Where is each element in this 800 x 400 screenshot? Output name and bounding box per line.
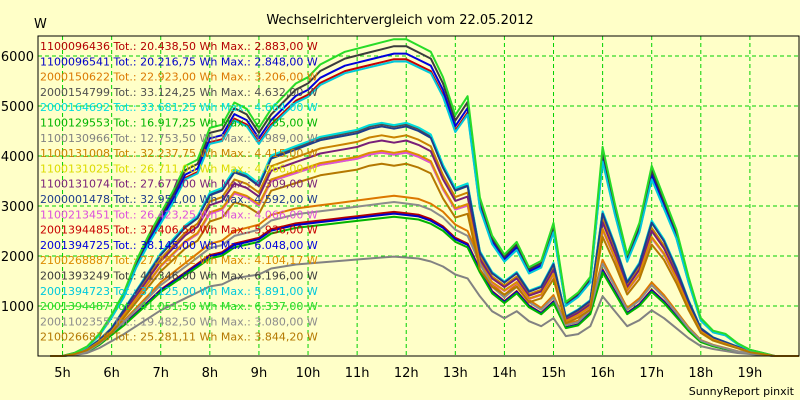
series-line [50, 201, 799, 357]
series-line [50, 215, 799, 357]
y-tick-label: 6000 [1, 50, 34, 65]
legend-entry: 1100129553 Tot.: 16.917,25 Wh Max.: 2.78… [40, 117, 318, 130]
x-tick-label: 12h [394, 366, 419, 381]
x-tick-label: 7h [152, 366, 169, 381]
x-tick-label: 6h [103, 366, 120, 381]
chart-title: Wechselrichtervergleich vom 22.05.2012 [266, 13, 533, 28]
x-tick-label: 11h [345, 366, 370, 381]
axis-layer: 5h 6h 7h 8h 9h 10h 11h 12h 13h 14h 15h 16h 17h 18h 19h… [1, 35, 800, 381]
x-tick-label: 5h [54, 366, 71, 381]
x-tick-label: 19h [738, 366, 763, 381]
x-tick-label: 8h [202, 366, 219, 381]
series-layer [50, 38, 799, 357]
legend-entry: 2001394723 Tot.: 37.125,00 Wh Max.: 5.89… [40, 285, 318, 298]
series-line [50, 149, 799, 357]
series-line [50, 139, 799, 357]
series-line [50, 194, 799, 357]
legend-entry: 1100096541 Tot.: 20.216,75 Wh Max.: 2.84… [40, 55, 318, 68]
series-line [50, 38, 799, 357]
legend-entry: 2001102355 Tot.: 19.482,50 Wh Max.: 3.08… [40, 315, 318, 328]
x-tick-label: 9h [251, 366, 268, 381]
legend-entry: 2000164692 Tot.: 33.681,25 Wh Max.: 4.66… [40, 101, 318, 114]
plot-area [38, 36, 799, 356]
plot-frame [37, 35, 800, 357]
legend-entry: 2000001478 Tot.: 32.951,00 Wh Max.: 4.59… [40, 193, 318, 206]
y-tick-label: 3000 [1, 200, 34, 215]
legend-layer: 1100096436 Tot.: 20.438,50 Wh Max.: 2.88… [40, 40, 318, 344]
x-tick-label: 16h [590, 366, 615, 381]
series-line [50, 162, 799, 357]
series-line [50, 52, 799, 357]
legend-entry: 2000150622 Tot.: 22.923,00 Wh Max.: 3.20… [40, 71, 318, 84]
x-tick-label: 13h [443, 366, 468, 381]
legend-entry: 1100131074 Tot.: 27.677,00 Wh Max.: 4.30… [40, 178, 318, 191]
series-line [50, 255, 799, 357]
legend-entry: 2100266876 Tot.: 25.281,11 Wh Max.: 3.84… [40, 331, 318, 344]
y-tick-label: 4000 [1, 150, 34, 165]
y-tick-label: 1000 [1, 300, 34, 315]
x-tick-label: 17h [639, 366, 664, 381]
x-tick-label: 10h [296, 366, 321, 381]
legend-entry: 1100213451 Tot.: 26.423,25 Wh Max.: 4.06… [40, 208, 318, 221]
legend-entry: 2001393249 Tot.: 41.346,00 Wh Max.: 6.19… [40, 270, 318, 283]
y-tick-label: 5000 [1, 100, 34, 115]
legend-entry: 2001394487 Tot.: 41.051,50 Wh Max.: 6.33… [40, 300, 318, 313]
series-line [50, 125, 799, 357]
y-axis-unit: W [34, 17, 47, 32]
x-tick-label: 18h [688, 366, 713, 381]
legend-entry: 2000154799 Tot.: 33.124,25 Wh Max.: 4.63… [40, 86, 318, 99]
legend-entry: 1100096436 Tot.: 20.438,50 Wh Max.: 2.88… [40, 40, 318, 53]
legend-entry: 2100268887 Tot.: 27.297,12 Wh Max.: 4.10… [40, 254, 318, 267]
chart-footer: SunnyReport pinxit [689, 385, 795, 398]
legend-entry: 1100131025 Tot.: 26.711,00 Wh Max.: 4.06… [40, 162, 318, 175]
legend-entry: 2001394725 Tot.: 38.145,00 Wh Max.: 6.04… [40, 239, 318, 252]
series-line [50, 45, 799, 357]
x-tick-label: 15h [541, 366, 566, 381]
series-line [50, 60, 799, 357]
y-tick-label: 2000 [1, 250, 34, 265]
x-tick-label: 14h [492, 366, 517, 381]
legend-entry: 1100131008 Tot.: 32.237,75 Wh Max.: 4.41… [40, 147, 318, 160]
legend-entry: 2001394485 Tot.: 37.406,50 Wh Max.: 5.93… [40, 224, 318, 237]
legend-entry: 1100130966 Tot.: 12.753,50 Wh Max.: 1.98… [40, 132, 318, 145]
